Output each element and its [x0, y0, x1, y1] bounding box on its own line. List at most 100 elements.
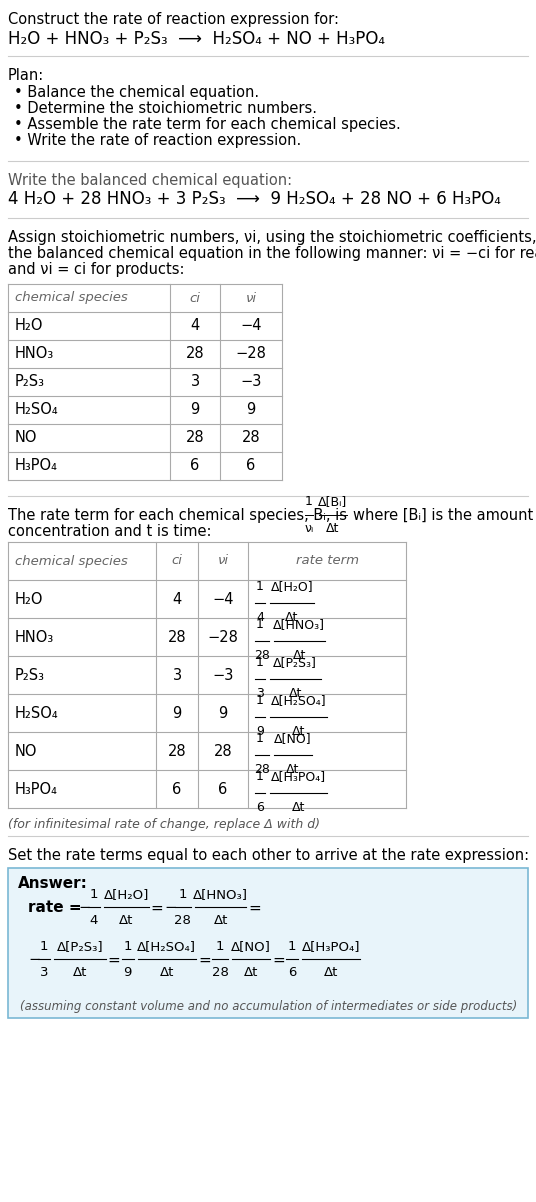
Text: P₂S₃: P₂S₃ — [15, 375, 45, 389]
Text: 28: 28 — [168, 630, 187, 644]
Text: The rate term for each chemical species, Bᵢ, is: The rate term for each chemical species,… — [8, 508, 347, 523]
Text: 3: 3 — [173, 667, 182, 683]
Text: the balanced chemical equation in the following manner: νi = −ci for reactants: the balanced chemical equation in the fo… — [8, 246, 536, 261]
Text: 6: 6 — [218, 781, 228, 797]
Text: 4: 4 — [90, 914, 98, 927]
Text: chemical species: chemical species — [15, 292, 128, 304]
Text: −: − — [78, 900, 90, 916]
Text: (assuming constant volume and no accumulation of intermediates or side products): (assuming constant volume and no accumul… — [20, 1000, 517, 1013]
Text: 1: 1 — [178, 888, 187, 902]
Text: 1: 1 — [40, 940, 48, 953]
Text: ci: ci — [190, 292, 200, 304]
Text: ci: ci — [172, 554, 182, 567]
Text: Plan:: Plan: — [8, 69, 44, 83]
Text: Δ[H₂O]: Δ[H₂O] — [271, 581, 314, 593]
Text: −4: −4 — [240, 319, 262, 333]
Text: • Assemble the rate term for each chemical species.: • Assemble the rate term for each chemic… — [14, 117, 401, 132]
Text: H₃PO₄: H₃PO₄ — [15, 458, 58, 474]
Text: 6: 6 — [190, 458, 199, 474]
Text: Δt: Δt — [324, 966, 338, 978]
Text: 28: 28 — [174, 914, 191, 927]
Text: Δt: Δt — [160, 966, 174, 978]
Text: Δt: Δt — [292, 725, 305, 738]
Text: 28: 28 — [212, 966, 228, 978]
Text: Construct the rate of reaction expression for:: Construct the rate of reaction expressio… — [8, 12, 339, 26]
Text: 1: 1 — [256, 694, 264, 707]
Text: HNO₃: HNO₃ — [15, 630, 54, 644]
Text: Δ[P₂S₃]: Δ[P₂S₃] — [273, 656, 317, 670]
Text: P₂S₃: P₂S₃ — [15, 667, 45, 683]
Text: Δt: Δt — [119, 914, 133, 927]
Text: =: = — [198, 952, 211, 968]
Text: • Write the rate of reaction expression.: • Write the rate of reaction expression. — [14, 133, 301, 148]
Text: 28: 28 — [254, 649, 270, 662]
Text: Δ[HNO₃]: Δ[HNO₃] — [193, 888, 248, 902]
Text: 4: 4 — [256, 611, 264, 624]
Text: 4 H₂O + 28 HNO₃ + 3 P₂S₃  ⟶  9 H₂SO₄ + 28 NO + 6 H₃PO₄: 4 H₂O + 28 HNO₃ + 3 P₂S₃ ⟶ 9 H₂SO₄ + 28 … — [8, 190, 501, 208]
Text: Δ[H₃PO₄]: Δ[H₃PO₄] — [271, 770, 326, 783]
Text: 28: 28 — [185, 346, 204, 362]
Text: H₂O + HNO₃ + P₂S₃  ⟶  H₂SO₄ + NO + H₃PO₄: H₂O + HNO₃ + P₂S₃ ⟶ H₂SO₄ + NO + H₃PO₄ — [8, 30, 385, 48]
Text: 9: 9 — [256, 725, 264, 738]
Text: where [Bᵢ] is the amount: where [Bᵢ] is the amount — [353, 508, 533, 523]
Text: =: = — [248, 900, 261, 916]
Text: Set the rate terms equal to each other to arrive at the rate expression:: Set the rate terms equal to each other t… — [8, 847, 529, 863]
Text: =: = — [108, 952, 121, 968]
Text: −28: −28 — [207, 630, 239, 644]
Text: chemical species: chemical species — [15, 554, 128, 567]
Text: 1: 1 — [90, 888, 98, 902]
Text: 28: 28 — [254, 763, 270, 776]
Text: 28: 28 — [185, 430, 204, 446]
Text: Δ[HNO₃]: Δ[HNO₃] — [273, 618, 325, 631]
Text: 4: 4 — [173, 591, 182, 607]
Text: 1: 1 — [216, 940, 224, 953]
Text: 28: 28 — [242, 430, 260, 446]
Text: −4: −4 — [212, 591, 234, 607]
Text: 3: 3 — [256, 688, 264, 700]
Text: Δt: Δt — [286, 763, 300, 776]
Text: −: − — [28, 952, 40, 968]
Text: Δt: Δt — [326, 522, 340, 535]
Text: 9: 9 — [247, 403, 256, 417]
Text: rate term: rate term — [295, 554, 359, 567]
Text: Δt: Δt — [244, 966, 258, 978]
Text: Δt: Δt — [288, 688, 302, 700]
Text: 28: 28 — [168, 744, 187, 758]
Text: H₂O: H₂O — [15, 319, 43, 333]
Text: 1: 1 — [123, 940, 132, 953]
Text: −28: −28 — [235, 346, 266, 362]
Text: Δ[NO]: Δ[NO] — [274, 732, 311, 745]
Text: Assign stoichiometric numbers, νi, using the stoichiometric coefficients, ci, fr: Assign stoichiometric numbers, νi, using… — [8, 230, 536, 245]
Text: 6: 6 — [288, 966, 296, 978]
Text: −3: −3 — [240, 375, 262, 389]
Text: Δt: Δt — [285, 611, 299, 624]
Text: 1: 1 — [256, 656, 264, 670]
Text: and νi = ci for products:: and νi = ci for products: — [8, 262, 184, 276]
Text: 3: 3 — [190, 375, 199, 389]
Text: HNO₃: HNO₃ — [15, 346, 54, 362]
Text: 6: 6 — [247, 458, 256, 474]
Text: concentration and t is time:: concentration and t is time: — [8, 524, 212, 538]
Text: 9: 9 — [190, 403, 199, 417]
FancyBboxPatch shape — [8, 868, 528, 1018]
Text: Δ[Bᵢ]: Δ[Bᵢ] — [318, 495, 348, 508]
Text: Write the balanced chemical equation:: Write the balanced chemical equation: — [8, 173, 292, 188]
Text: • Determine the stoichiometric numbers.: • Determine the stoichiometric numbers. — [14, 101, 317, 117]
Text: Δ[NO]: Δ[NO] — [231, 940, 271, 953]
Text: −: − — [165, 900, 177, 916]
Text: Δt: Δt — [72, 966, 87, 978]
Text: =: = — [151, 900, 163, 916]
Text: 1: 1 — [256, 618, 264, 631]
Text: 3: 3 — [40, 966, 48, 978]
Text: H₂SO₄: H₂SO₄ — [15, 706, 58, 720]
Text: νi: νi — [245, 292, 257, 304]
Text: 6: 6 — [256, 801, 264, 814]
Text: Δ[H₂O]: Δ[H₂O] — [103, 888, 149, 902]
Text: • Balance the chemical equation.: • Balance the chemical equation. — [14, 85, 259, 100]
Text: 9: 9 — [123, 966, 132, 978]
Text: 28: 28 — [214, 744, 232, 758]
Text: νi: νi — [218, 554, 228, 567]
Text: 6: 6 — [173, 781, 182, 797]
Text: rate =: rate = — [28, 900, 81, 916]
Text: NO: NO — [15, 430, 38, 446]
